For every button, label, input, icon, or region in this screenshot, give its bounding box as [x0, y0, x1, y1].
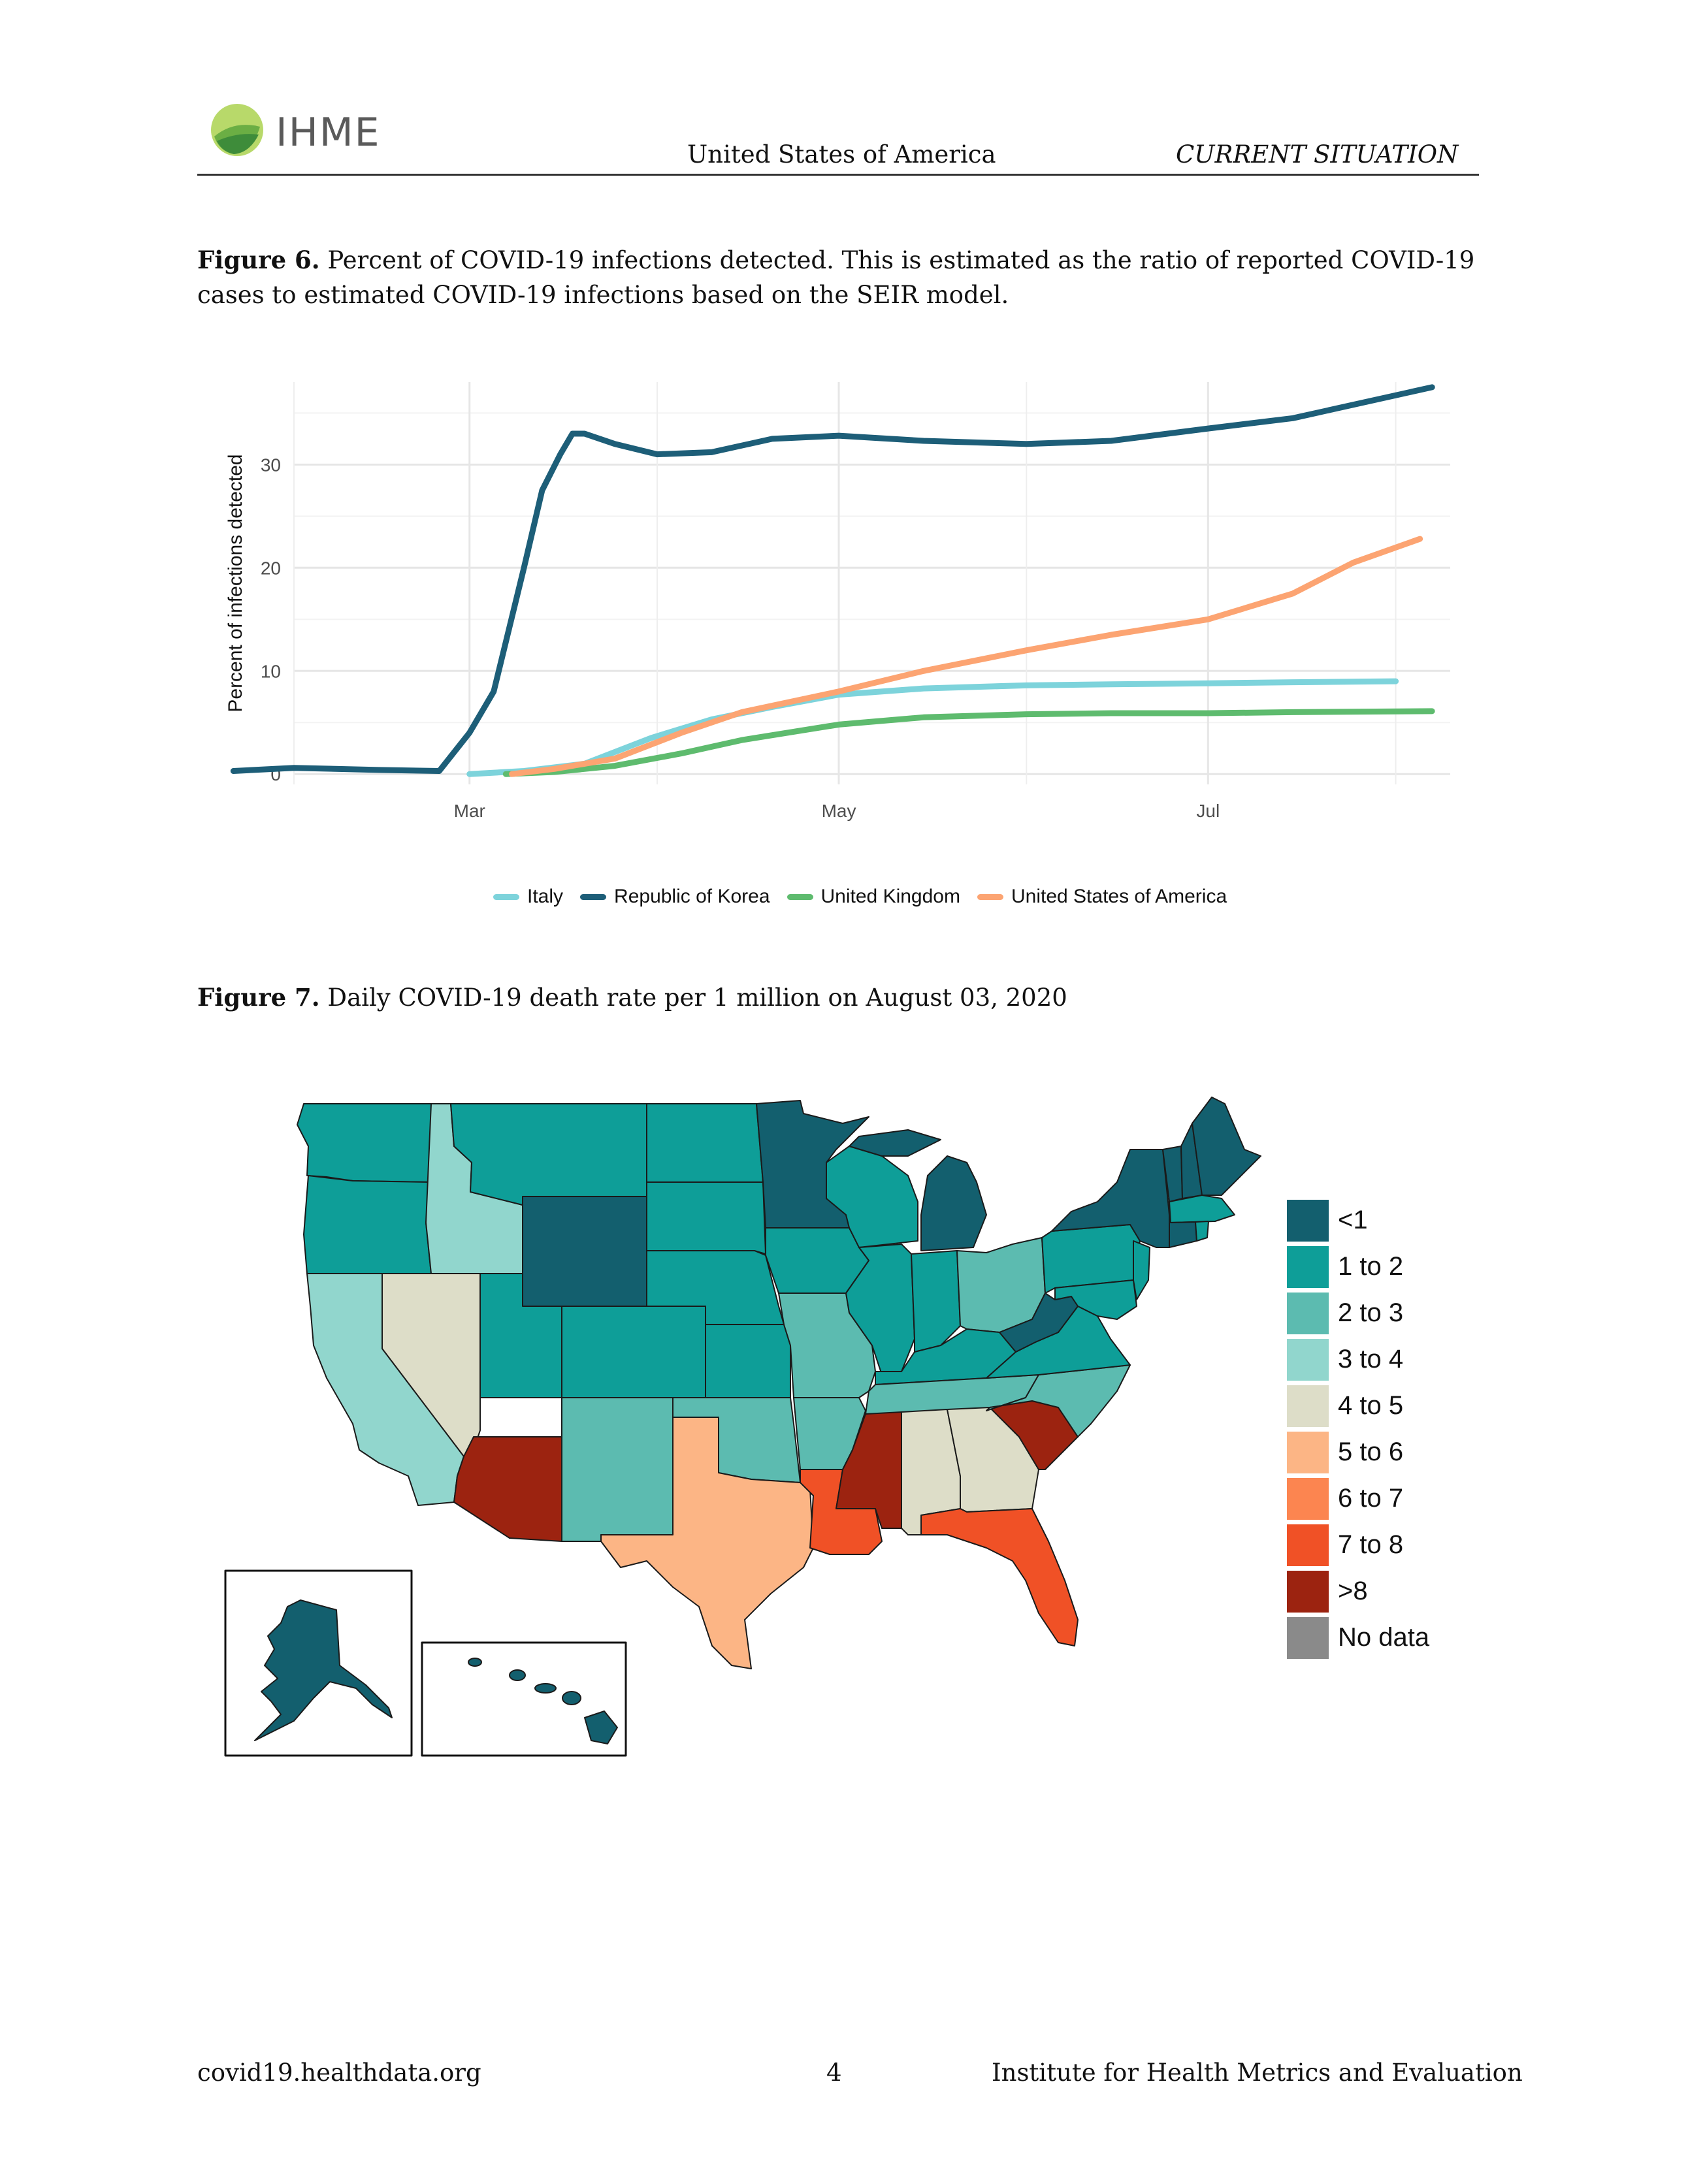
legend-item: Italy: [493, 886, 563, 908]
series-line-republic-of-korea: [230, 384, 1435, 774]
map-legend-swatch: [1287, 1570, 1329, 1613]
state-massachusetts: [1169, 1195, 1235, 1223]
y-axis-label: Percent of infections detected: [225, 454, 246, 712]
state-kansas: [705, 1324, 791, 1398]
legend-item: United Kingdom: [787, 886, 960, 908]
ihme-logo: [208, 101, 267, 159]
legend-swatch: [787, 893, 813, 900]
footer-page-number: 4: [826, 2059, 842, 2087]
state-alaska: [254, 1599, 393, 1741]
logo-wordmark: IHME: [276, 110, 381, 155]
y-tick-label: 10: [261, 661, 281, 681]
map-legend-swatch: [1287, 1245, 1329, 1288]
map-legend-item: 7 to 8: [1287, 1522, 1429, 1568]
map-legend-swatch: [1287, 1292, 1329, 1334]
state-mississippi: [836, 1411, 902, 1529]
legend-swatch: [977, 893, 1003, 900]
map-legend-label: No data: [1338, 1623, 1430, 1652]
x-tick-label: May: [822, 801, 856, 821]
state-rhode-island: [1195, 1221, 1209, 1242]
map-legend-label: 3 to 4: [1338, 1345, 1404, 1373]
x-tick-label: Mar: [454, 801, 485, 821]
figure7-label: Figure 7.: [197, 983, 320, 1012]
footer-institute: Institute for Health Metrics and Evaluat…: [992, 2059, 1523, 2087]
footer-url: covid19.healthdata.org: [197, 2059, 481, 2087]
figure6-caption-text: Percent of COVID-19 infections detected.…: [197, 246, 1475, 309]
state-ohio: [956, 1237, 1046, 1333]
figure6-label: Figure 6.: [197, 246, 320, 274]
series-line-united-states-of-america: [509, 536, 1423, 777]
map-legend-swatch: [1287, 1338, 1329, 1381]
legend-label: United Kingdom: [820, 886, 960, 907]
map-legend-label: 7 to 8: [1338, 1530, 1404, 1559]
map-legend-item: 6 to 7: [1287, 1475, 1429, 1522]
state-florida: [920, 1508, 1079, 1646]
series-line-united-kingdom: [502, 708, 1435, 777]
map-legend-swatch: [1287, 1431, 1329, 1473]
map-legend-item: 2 to 3: [1287, 1290, 1429, 1336]
map-legend-swatch: [1287, 1524, 1329, 1566]
map-legend-item: <1: [1287, 1197, 1429, 1244]
legend-label: Italy: [527, 886, 564, 907]
legend-swatch: [493, 893, 519, 900]
map-legend-item: No data: [1287, 1614, 1429, 1661]
map-legend-swatch: [1287, 1616, 1329, 1659]
figure6-caption: Figure 6. Percent of COVID-19 infections…: [197, 243, 1479, 312]
state-north-carolina: [986, 1364, 1131, 1437]
state-indiana: [911, 1250, 961, 1353]
state-wyoming: [522, 1196, 647, 1307]
state-california: [306, 1273, 464, 1506]
figure7-caption-text: Daily COVID-19 death rate per 1 million …: [327, 984, 1067, 1012]
x-tick-label: Jul: [1196, 801, 1220, 821]
map-legend-item: 4 to 5: [1287, 1383, 1429, 1429]
figure7-caption: Figure 7. Daily COVID-19 death rate per …: [197, 980, 1479, 1015]
state-washington: [297, 1103, 432, 1183]
map-legend-label: 6 to 7: [1338, 1484, 1404, 1513]
state-arizona: [453, 1436, 562, 1542]
map-legend-label: <1: [1338, 1206, 1368, 1234]
map-legend-item: 3 to 4: [1287, 1336, 1429, 1383]
legend-swatch: [580, 893, 607, 900]
map-legend-item: 5 to 6: [1287, 1429, 1429, 1475]
map-legend-item: 1 to 2: [1287, 1244, 1429, 1290]
header-country: United States of America: [687, 140, 996, 169]
y-tick-label: 30: [261, 455, 281, 475]
leaf-logo-icon: [211, 104, 263, 156]
map-legend-item: >8: [1287, 1568, 1429, 1614]
state-connecticut: [1169, 1221, 1197, 1248]
state-new-york: [1051, 1149, 1170, 1248]
state-new-mexico: [561, 1397, 674, 1542]
legend-label: United States of America: [1011, 886, 1227, 907]
chart-legend: Italy Republic of Korea United Kingdom Unit…: [493, 886, 1227, 908]
state-hawaii: [468, 1658, 618, 1744]
us-death-rate-map: [224, 1097, 1261, 1757]
state-colorado: [561, 1306, 706, 1398]
state-maine: [1192, 1097, 1261, 1196]
legend-item: Republic of Korea: [580, 886, 770, 908]
map-legend-label: 2 to 3: [1338, 1298, 1404, 1327]
map-legend-swatch: [1287, 1385, 1329, 1427]
legend-label: Republic of Korea: [614, 886, 770, 907]
state-north-dakota: [646, 1103, 764, 1183]
map-legend: <1 1 to 2 2 to 3 3 to 4 4 to 5 5 to 6 6 to 7 7 …: [1287, 1197, 1429, 1661]
map-legend-label: 1 to 2: [1338, 1252, 1404, 1281]
map-legend-label: 4 to 5: [1338, 1391, 1404, 1420]
state-texas: [600, 1417, 814, 1669]
state-montana: [450, 1103, 647, 1206]
map-legend-swatch: [1287, 1477, 1329, 1520]
y-tick-label: 20: [261, 558, 281, 578]
map-legend-label: 5 to 6: [1338, 1437, 1404, 1466]
state-michigan: [849, 1129, 987, 1251]
state-new-jersey: [1133, 1240, 1150, 1300]
map-legend-label: >8: [1338, 1577, 1368, 1605]
state-south-dakota: [646, 1181, 766, 1255]
state-oregon: [303, 1175, 432, 1274]
map-legend-swatch: [1287, 1199, 1329, 1242]
legend-item: United States of America: [977, 886, 1227, 908]
header-rule: [197, 174, 1479, 176]
header-section: CURRENT SITUATION: [1176, 140, 1459, 169]
